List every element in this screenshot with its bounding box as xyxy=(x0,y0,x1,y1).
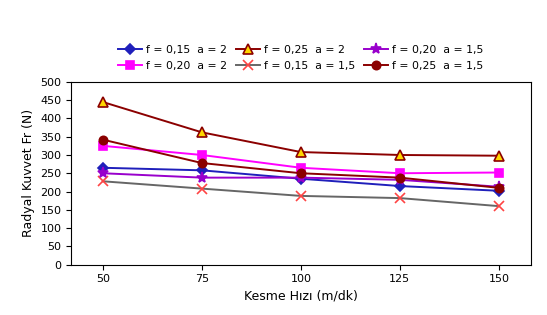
f = 0,25  a = 1,5 xyxy=(496,186,502,190)
f = 0,25  a = 2 xyxy=(298,150,304,154)
Line: f = 0,15  a = 2: f = 0,15 a = 2 xyxy=(100,164,502,194)
f = 0,15  a = 2 xyxy=(496,189,502,193)
f = 0,20  a = 2 xyxy=(397,171,403,175)
f = 0,15  a = 1,5 xyxy=(100,180,106,183)
Line: f = 0,25  a = 2: f = 0,25 a = 2 xyxy=(98,97,504,161)
f = 0,25  a = 2 xyxy=(496,154,502,158)
f = 0,15  a = 1,5 xyxy=(298,194,304,198)
f = 0,25  a = 1,5 xyxy=(100,138,106,141)
f = 0,20  a = 1,5 xyxy=(100,171,106,175)
f = 0,25  a = 2 xyxy=(397,153,403,157)
f = 0,15  a = 1,5 xyxy=(199,187,205,191)
f = 0,25  a = 1,5 xyxy=(298,171,304,175)
Legend: f = 0,15  a = 2, f = 0,20  a = 2, f = 0,25  a = 2, f = 0,15  a = 1,5, f = 0,20  : f = 0,15 a = 2, f = 0,20 a = 2, f = 0,25… xyxy=(116,43,486,73)
f = 0,15  a = 1,5 xyxy=(397,196,403,200)
X-axis label: Kesme Hızı (m/dk): Kesme Hızı (m/dk) xyxy=(244,290,358,303)
f = 0,15  a = 2 xyxy=(100,166,106,170)
Line: f = 0,20  a = 1,5: f = 0,20 a = 1,5 xyxy=(97,168,504,192)
f = 0,20  a = 2 xyxy=(496,171,502,175)
f = 0,25  a = 2 xyxy=(100,100,106,104)
Line: f = 0,15  a = 1,5: f = 0,15 a = 1,5 xyxy=(98,176,504,211)
f = 0,25  a = 2 xyxy=(199,130,205,134)
Line: f = 0,25  a = 1,5: f = 0,25 a = 1,5 xyxy=(98,135,503,192)
f = 0,20  a = 2 xyxy=(298,166,304,170)
f = 0,20  a = 1,5 xyxy=(397,178,403,182)
f = 0,20  a = 2 xyxy=(199,153,205,157)
f = 0,20  a = 1,5 xyxy=(298,176,304,180)
f = 0,20  a = 2 xyxy=(100,144,106,148)
f = 0,25  a = 1,5 xyxy=(199,161,205,165)
f = 0,20  a = 1,5 xyxy=(199,176,205,180)
f = 0,15  a = 2 xyxy=(397,184,403,188)
f = 0,15  a = 1,5 xyxy=(496,204,502,208)
Y-axis label: Radyal Kuvvet Fr (N): Radyal Kuvvet Fr (N) xyxy=(22,109,34,237)
f = 0,20  a = 1,5 xyxy=(496,185,502,189)
f = 0,25  a = 1,5 xyxy=(397,176,403,180)
f = 0,15  a = 2 xyxy=(298,177,304,180)
Line: f = 0,20  a = 2: f = 0,20 a = 2 xyxy=(98,142,503,177)
f = 0,15  a = 2 xyxy=(199,169,205,172)
